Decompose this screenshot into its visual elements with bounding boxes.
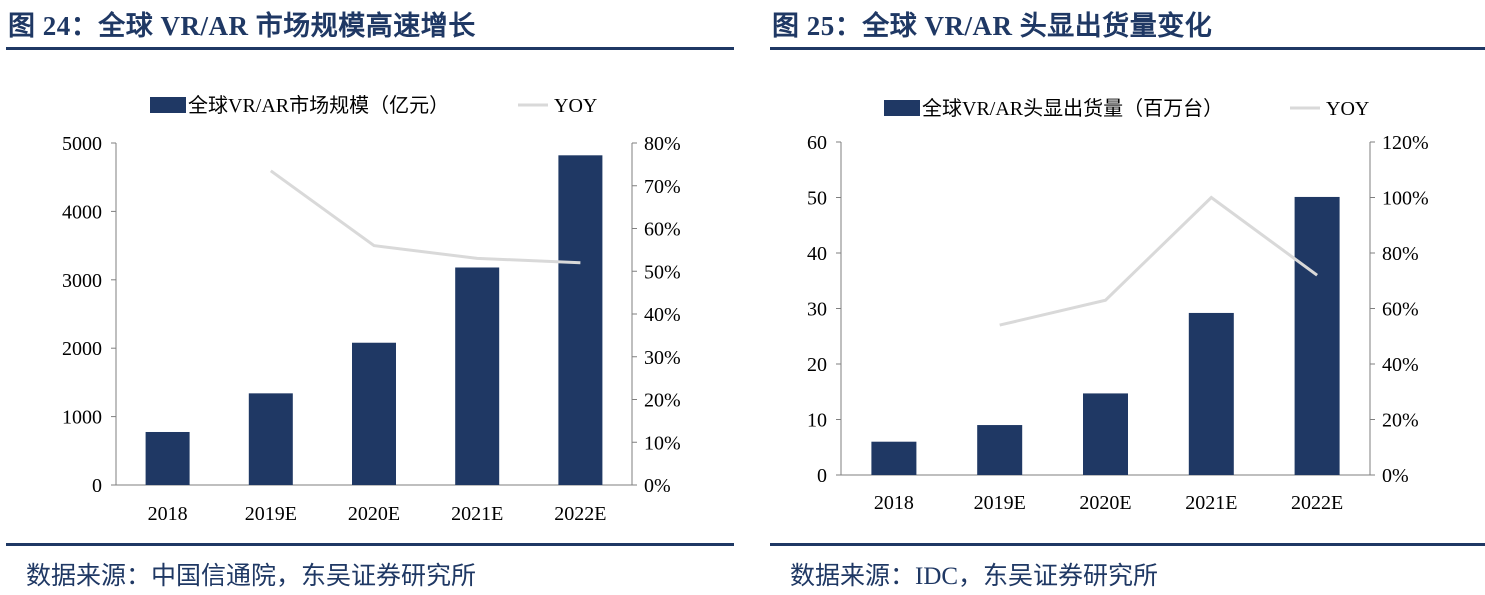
figure-title: 图 25：全球 VR/AR 头显出货量变化 bbox=[772, 11, 1213, 41]
figure-24-panel: 图 24：全球 VR/AR 市场规模高速增长 0 1000 2000 3000 4000… bbox=[0, 0, 740, 595]
title-rule bbox=[770, 47, 1485, 50]
x-tick-label: 2021E bbox=[451, 503, 503, 525]
x-tick-label: 2022E bbox=[1291, 492, 1343, 514]
x-tick-label: 2020E bbox=[1079, 492, 1131, 514]
y-tick-label-right: 10% bbox=[644, 432, 681, 454]
source-rule bbox=[6, 543, 734, 546]
y-tick-label-left: 10 bbox=[807, 410, 827, 432]
legend-swatch-bar bbox=[884, 100, 920, 116]
y-tick-label-left: 20 bbox=[807, 354, 827, 376]
legend-label-line: YOY bbox=[1326, 98, 1369, 120]
legend-swatch-bar bbox=[150, 97, 186, 113]
y-tick-label-right: 60% bbox=[1382, 299, 1419, 321]
bar-2018 bbox=[871, 441, 917, 475]
shipment-chart: 0 10 20 30 40 50 60 0% 20% 40% 60% 80% 100% 120% 2018 2… bbox=[807, 97, 1429, 514]
bar-2021E bbox=[455, 267, 500, 485]
y-tick-label-right: 20% bbox=[1382, 410, 1419, 432]
yoy-line bbox=[269, 169, 581, 265]
legend-label-bar: 全球VR/AR市场规模（亿元） bbox=[188, 94, 449, 117]
bar-2018 bbox=[145, 431, 190, 485]
figure-25-panel: 图 25：全球 VR/AR 头显出货量变化 0 10 20 30 40 50 60 0% 20%… bbox=[764, 0, 1485, 595]
y-tick-label-left: 4000 bbox=[62, 201, 102, 223]
x-tick-label: 2019E bbox=[974, 492, 1026, 514]
y-tick-label-right: 50% bbox=[644, 261, 681, 283]
bar-2022E bbox=[558, 155, 603, 485]
x-tick-label: 2018 bbox=[874, 492, 914, 514]
source-note: 数据来源：IDC，东吴证券研究所 bbox=[790, 563, 1159, 590]
bar-2019E bbox=[248, 393, 293, 485]
y-tick-label-right: 30% bbox=[644, 347, 681, 369]
y-tick-label-left: 60 bbox=[807, 132, 827, 154]
market-size-chart: 0 1000 2000 3000 4000 5000 0% 10% 20% 30% 40% 50% 60… bbox=[62, 94, 681, 525]
y-tick-label-left: 5000 bbox=[62, 133, 102, 155]
y-tick-label-right: 20% bbox=[644, 390, 681, 412]
y-tick-label-left: 0 bbox=[817, 465, 827, 487]
bar-2019E bbox=[977, 425, 1023, 475]
y-tick-label-right: 80% bbox=[1382, 243, 1419, 265]
y-tick-label-left: 50 bbox=[807, 188, 827, 210]
legend-label-line: YOY bbox=[554, 95, 597, 117]
y-tick-label-right: 70% bbox=[644, 176, 681, 198]
y-tick-label-left: 2000 bbox=[62, 338, 102, 360]
y-tick-label-right: 100% bbox=[1382, 188, 1429, 210]
bar-2022E bbox=[1294, 196, 1340, 475]
bar-2021E bbox=[1188, 312, 1234, 475]
x-tick-label: 2022E bbox=[554, 503, 606, 525]
y-tick-label-right: 120% bbox=[1382, 132, 1429, 154]
y-tick-label-right: 40% bbox=[644, 304, 681, 326]
y-tick-label-left: 40 bbox=[807, 243, 827, 265]
x-tick-label: 2019E bbox=[245, 503, 297, 525]
y-tick-label-right: 0% bbox=[1382, 465, 1409, 487]
x-tick-label: 2020E bbox=[348, 503, 400, 525]
legend-label-bar: 全球VR/AR头显出货量（百万台） bbox=[922, 97, 1223, 120]
x-tick-label: 2021E bbox=[1185, 492, 1237, 514]
bar-2020E bbox=[1083, 393, 1128, 475]
x-tick-label: 2018 bbox=[148, 503, 188, 525]
source-rule bbox=[770, 543, 1485, 546]
y-tick-label-right: 60% bbox=[644, 219, 681, 241]
figure-title: 图 24：全球 VR/AR 市场规模高速增长 bbox=[8, 11, 476, 41]
y-tick-label-left: 1000 bbox=[62, 407, 102, 429]
bar-2020E bbox=[352, 342, 396, 485]
y-tick-label-right: 40% bbox=[1382, 354, 1419, 376]
y-tick-label-left: 30 bbox=[807, 299, 827, 321]
y-tick-label-right: 80% bbox=[644, 133, 681, 155]
y-tick-label-left: 0 bbox=[92, 475, 102, 497]
y-tick-label-right: 0% bbox=[644, 475, 671, 497]
title-rule bbox=[6, 47, 734, 50]
source-note: 数据来源：中国信通院，东吴证券研究所 bbox=[26, 563, 477, 590]
y-tick-label-left: 3000 bbox=[62, 270, 102, 292]
yoy-line bbox=[999, 195, 1318, 327]
